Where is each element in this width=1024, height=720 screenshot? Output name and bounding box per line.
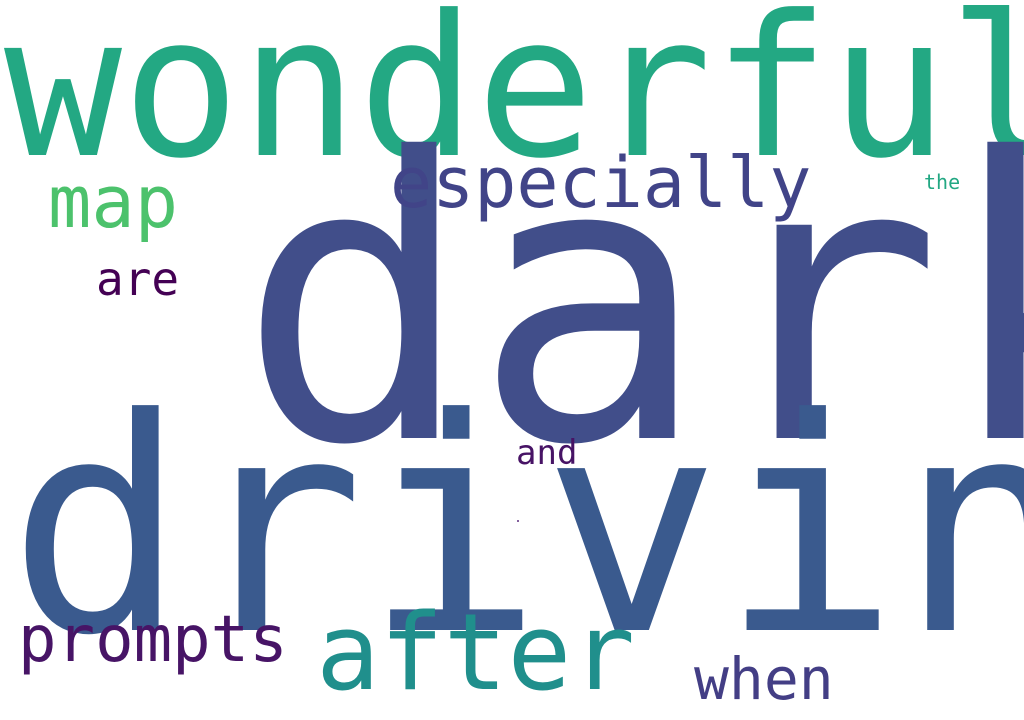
tiny-word-dot <box>517 520 519 522</box>
word-dark: dark <box>238 76 1024 530</box>
word-map: map <box>48 160 179 244</box>
word-wonderful: wonderful <box>4 0 1024 202</box>
word-and: and <box>516 433 578 473</box>
word-the: the <box>924 170 961 194</box>
word-especially: especially <box>390 142 812 224</box>
word-after: after <box>316 591 636 714</box>
word-driving: driving <box>8 355 1024 700</box>
word-when: when <box>694 645 834 713</box>
word-prompts: prompts <box>18 603 288 677</box>
word-are: are <box>96 252 180 306</box>
